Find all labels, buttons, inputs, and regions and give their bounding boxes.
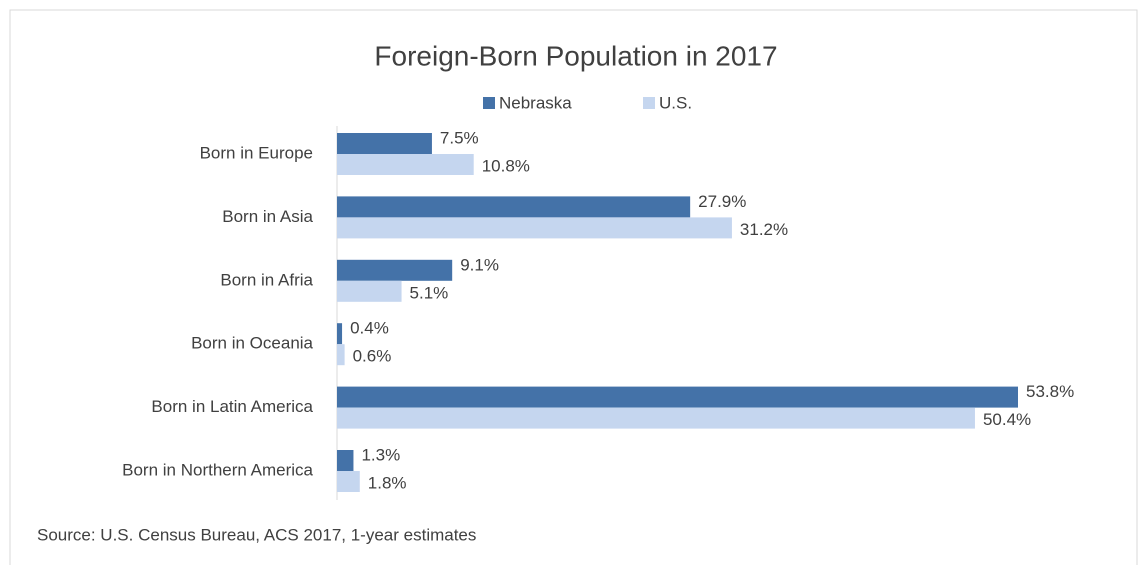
bar	[337, 133, 432, 154]
bar	[337, 407, 975, 429]
value-label: 7.5%	[440, 128, 479, 147]
bar	[337, 259, 453, 281]
category-label: Born in Latin America	[151, 397, 313, 416]
frame	[9, 9, 1138, 565]
bar	[337, 450, 354, 471]
value-label: 31.2%	[740, 220, 788, 239]
category-label: Born in Oceania	[191, 334, 313, 353]
bar	[337, 217, 732, 239]
bar	[337, 323, 343, 345]
value-label: 0.6%	[353, 347, 392, 366]
value-label: 9.1%	[460, 255, 499, 274]
value-label: 10.8%	[482, 156, 530, 175]
value-label: 50.4%	[983, 410, 1031, 429]
category-label: Born in Asia	[222, 207, 313, 226]
bar	[337, 280, 402, 302]
legend-swatch	[643, 97, 655, 109]
bar	[337, 471, 360, 492]
source: Source: U.S. Census Bureau, ACS 2017, 1-…	[37, 525, 476, 544]
value-label: 53.8%	[1026, 382, 1074, 401]
bar	[337, 386, 1018, 408]
value-label: 27.9%	[698, 192, 746, 211]
value-label: 5.1%	[410, 283, 449, 302]
category-label: Born in Afria	[220, 270, 313, 289]
value-label: 0.4%	[350, 319, 389, 338]
value-label: 1.8%	[368, 473, 407, 492]
legend-swatch	[483, 97, 495, 109]
bar	[337, 154, 474, 175]
legend-label: U.S.	[659, 93, 692, 112]
chart-title: Foreign-Born Population in 2017	[374, 40, 777, 71]
bar	[337, 196, 691, 218]
category-label: Born in Northern America	[122, 460, 313, 479]
value-label: 1.3%	[361, 445, 400, 464]
bar	[337, 344, 345, 366]
legend-label: Nebraska	[499, 93, 572, 112]
category-label: Born in Europe	[200, 143, 313, 162]
